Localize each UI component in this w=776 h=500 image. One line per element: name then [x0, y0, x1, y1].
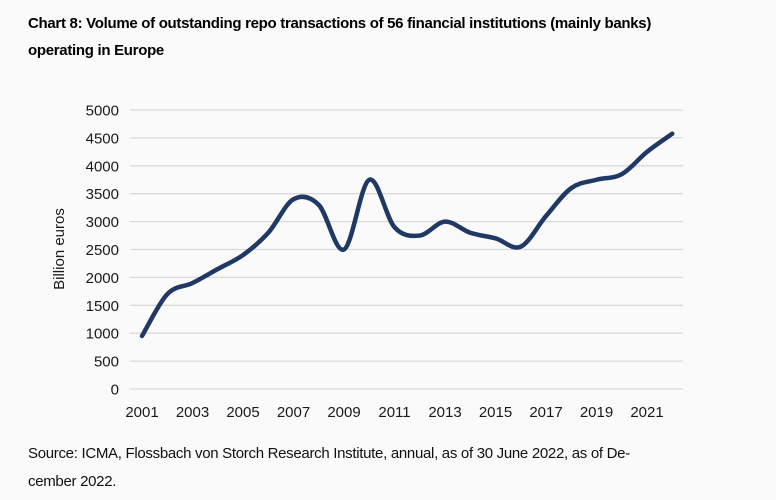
chart-title: Chart 8: Volume of outstanding repo tran… — [28, 10, 768, 64]
source-note-line1: Source: ICMA, Flossbach von Storch Resea… — [28, 445, 630, 462]
y-tick-label: 5000 — [86, 103, 119, 120]
x-tick-label: 2021 — [630, 404, 663, 421]
data-line-series — [139, 131, 675, 339]
x-tick-label: 2001 — [125, 404, 158, 421]
y-tick-label: 1500 — [86, 298, 119, 315]
x-axis-tick-labels: 2001 2003 2005 2007 2009 2011 2013 2015 2017 2019… — [125, 404, 663, 421]
y-axis-title: Billion euros — [51, 208, 68, 290]
x-tick-label: 2003 — [176, 404, 209, 421]
y-tick-label: 4000 — [86, 158, 119, 175]
y-tick-label: 3000 — [86, 214, 119, 231]
source-note-line2: cember 2022. — [28, 473, 117, 490]
x-tick-label: 2017 — [529, 404, 562, 421]
y-tick-label: 3500 — [86, 186, 119, 203]
y-tick-label: 0 — [111, 382, 119, 399]
x-tick-label: 2019 — [580, 404, 613, 421]
y-tick-label: 1000 — [86, 326, 119, 343]
gridlines — [130, 109, 683, 390]
chart-title-line2: operating in Europe — [28, 42, 164, 59]
x-tick-label: 2011 — [378, 404, 410, 421]
y-axis-tick-labels: 0 500 1000 1500 2000 2500 3000 3500 4000 4500 5000 — [86, 103, 119, 399]
x-tick-label: 2005 — [226, 404, 259, 421]
y-tick-label: 2000 — [86, 270, 119, 287]
y-tick-label: 2500 — [86, 242, 119, 259]
y-tick-label: 500 — [94, 354, 119, 371]
source-note: Source: ICMA, Flossbach von Storch Resea… — [28, 440, 768, 496]
x-tick-label: 2015 — [479, 404, 512, 421]
chart-title-line1: Chart 8: Volume of outstanding repo tran… — [28, 15, 652, 32]
x-tick-label: 2007 — [277, 404, 310, 421]
y-tick-label: 4500 — [86, 130, 119, 147]
x-tick-label: 2009 — [327, 404, 360, 421]
x-tick-label: 2013 — [428, 404, 461, 421]
